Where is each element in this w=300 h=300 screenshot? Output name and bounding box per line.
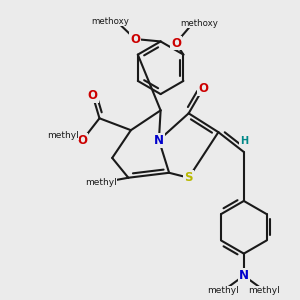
Text: N: N xyxy=(239,269,249,282)
Text: methyl: methyl xyxy=(85,178,117,187)
Text: methyl: methyl xyxy=(208,286,239,295)
Text: methyl: methyl xyxy=(47,130,79,140)
Text: N: N xyxy=(154,134,164,147)
Text: O: O xyxy=(130,32,140,46)
Text: methoxy: methoxy xyxy=(91,17,129,26)
Text: O: O xyxy=(171,37,181,50)
Text: O: O xyxy=(198,82,208,95)
Text: methoxy: methoxy xyxy=(180,19,218,28)
Text: O: O xyxy=(88,89,98,102)
Text: methyl: methyl xyxy=(248,286,280,295)
Text: O: O xyxy=(77,134,88,147)
Text: S: S xyxy=(184,171,193,184)
Text: H: H xyxy=(240,136,248,146)
